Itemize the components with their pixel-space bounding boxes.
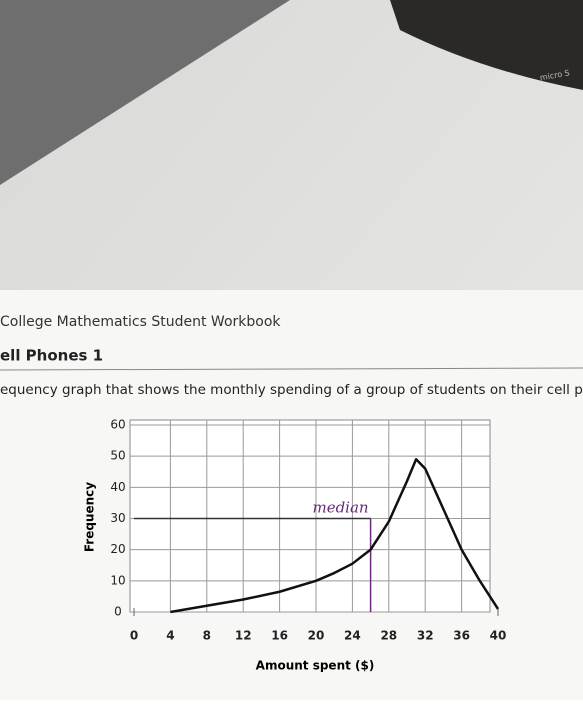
x-tick-label: 0 [130,629,138,643]
plot-area [129,419,491,613]
rule [0,367,583,371]
y-tick-label: 0 [114,605,122,619]
x-tick-label: 12 [235,629,252,643]
x-axis-label: Amount spent ($) [256,659,375,673]
y-tick-label: 40 [110,480,125,494]
x-tick-label: 8 [203,629,211,643]
y-tick-label: 30 [110,511,125,525]
device [390,0,583,90]
median-label: median [312,499,368,517]
x-tick-label: 20 [308,629,325,643]
shadow [0,0,290,185]
y-tick-label: 60 [110,418,125,432]
x-tick-label: 36 [453,629,470,643]
curve [170,458,500,614]
y-axis-label: Frequency [83,482,97,552]
x-tick-label: 32 [417,629,434,643]
instructions: equency graph that shows the monthly spe… [0,382,583,398]
x-tick-label: 24 [344,629,361,643]
chart: 0 10 20 30 40 50 60 0 4 8 12 16 20 24 28 32 36 40 Amount s… [83,418,507,673]
book-title: College Mathematics Student Workbook [0,314,281,330]
y-tick-label: 10 [110,573,125,587]
section-title: ell Phones 1 [0,347,103,365]
x-tick-label: 16 [271,629,288,643]
y-tick-label: 50 [110,449,125,463]
y-tick-label: 20 [110,542,125,556]
x-tick-label: 28 [380,629,397,643]
x-tick-label: 4 [166,629,174,643]
x-tick-label: 40 [490,629,507,643]
